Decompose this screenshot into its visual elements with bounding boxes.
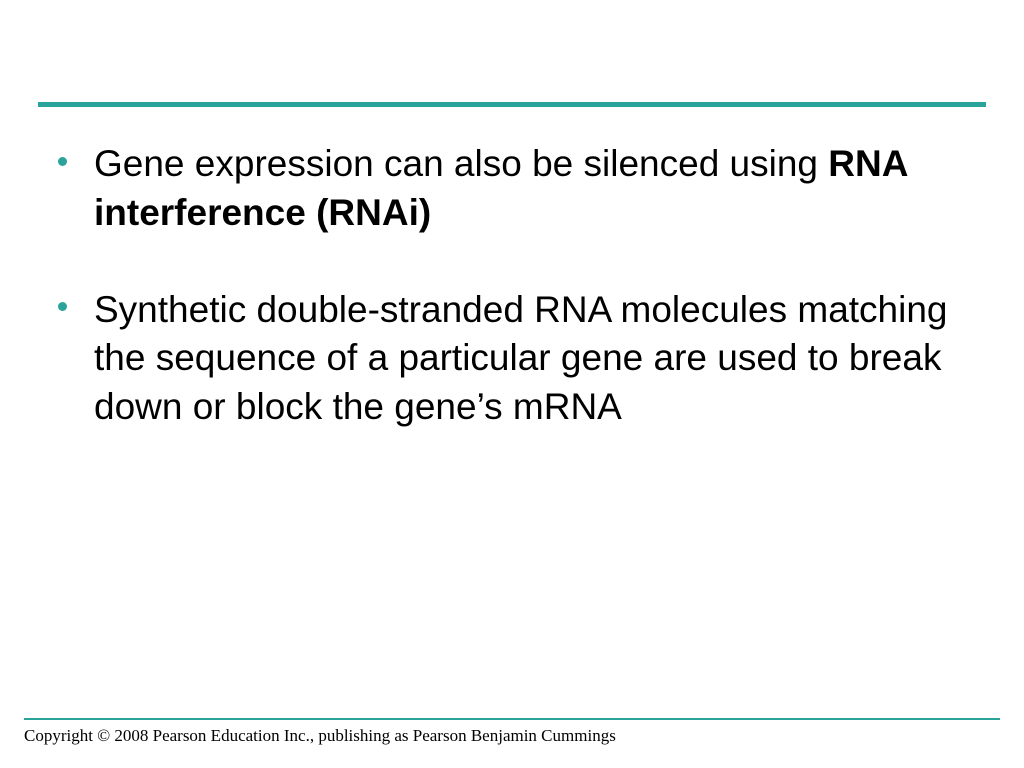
list-item: Synthetic double-stranded RNA molecules … [50,286,974,432]
top-rule [38,102,986,107]
bullet-icon [58,302,67,311]
bullet-text-pre: Gene expression can also be silenced usi… [94,143,828,184]
bullet-list: Gene expression can also be silenced usi… [50,140,974,432]
slide-body: Gene expression can also be silenced usi… [50,140,974,480]
list-item: Gene expression can also be silenced usi… [50,140,974,238]
bullet-text-pre: Synthetic double-stranded RNA molecules … [94,289,948,428]
bottom-rule [24,718,1000,720]
slide: Gene expression can also be silenced usi… [0,0,1024,768]
bullet-icon [58,157,67,166]
copyright-text: Copyright © 2008 Pearson Education Inc.,… [24,726,616,746]
